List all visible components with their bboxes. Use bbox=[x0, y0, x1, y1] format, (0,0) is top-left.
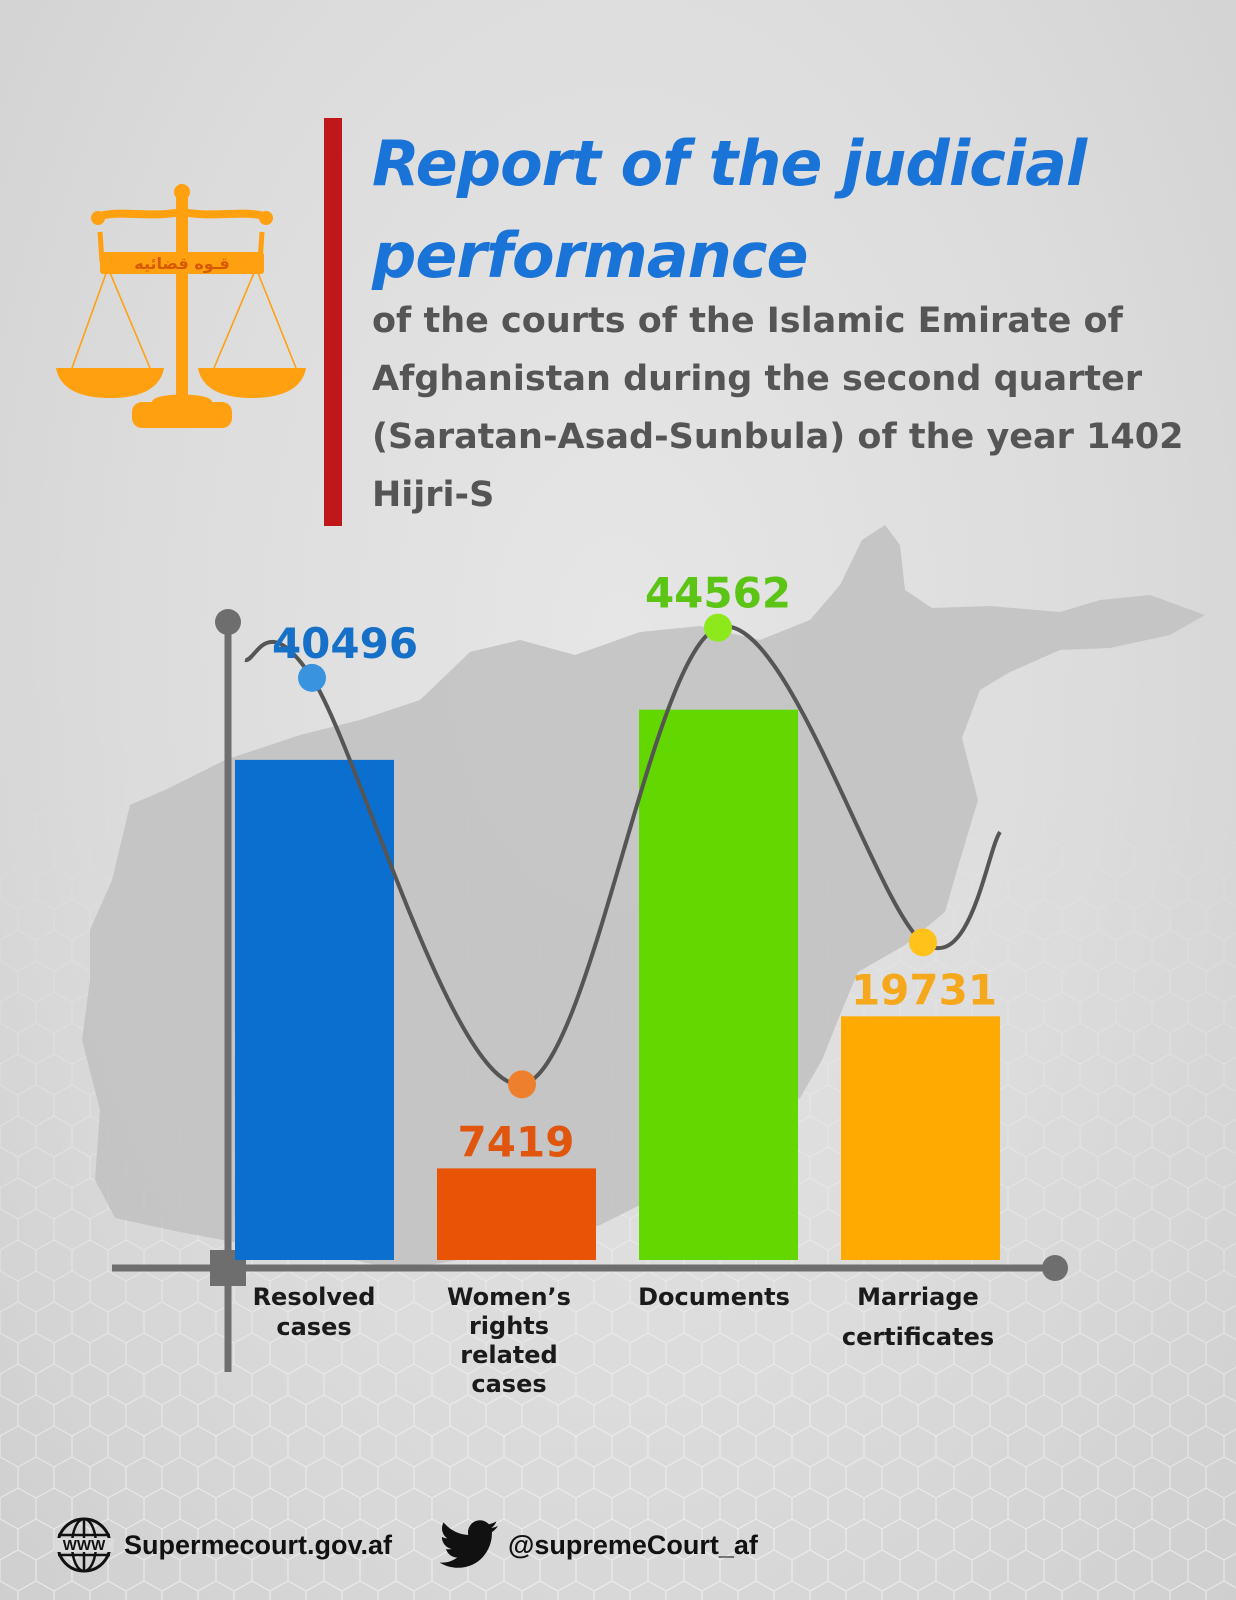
value-label-2: 7419 bbox=[458, 1117, 575, 1166]
value-label-4: 19731 bbox=[851, 965, 997, 1014]
globe-www-icon: WWW bbox=[54, 1517, 114, 1573]
bar-3 bbox=[639, 709, 798, 1260]
svg-text:WWW: WWW bbox=[63, 1537, 106, 1554]
category-label-2-line-3: related bbox=[460, 1341, 557, 1369]
bar-1 bbox=[235, 759, 394, 1260]
website-link[interactable]: Supermecourt.gov.af bbox=[124, 1529, 393, 1560]
category-label-2-line-2: rights bbox=[469, 1312, 549, 1340]
value-label-1: 40496 bbox=[272, 619, 418, 668]
title-divider-bar bbox=[324, 118, 342, 526]
chart-value-labels: 40496 7419 44562 19731 bbox=[272, 569, 997, 1167]
value-label-3: 44562 bbox=[645, 569, 791, 618]
category-label-2-line-4: cases bbox=[471, 1370, 546, 1398]
marker-1 bbox=[298, 663, 326, 692]
x-axis-cap bbox=[1042, 1255, 1068, 1281]
marker-3 bbox=[704, 613, 732, 642]
page-title: Report of the judicial performance bbox=[372, 127, 1087, 292]
page-subtitle: of the courts of the Islamic Emirate of … bbox=[372, 301, 1184, 515]
twitter-handle[interactable]: @supremeCourt_af bbox=[508, 1529, 758, 1560]
category-label-2-line-1: Women’s bbox=[447, 1283, 571, 1311]
marker-4 bbox=[909, 928, 937, 957]
category-label-4-line-1: Marriage bbox=[857, 1283, 979, 1311]
chart-category-labels: ResolvedcasesWomen’srightsrelatedcasesDo… bbox=[253, 1283, 995, 1398]
scales-of-justice-logo: قـوه قضائیه bbox=[56, 184, 306, 428]
logo-arabic-text: قـوه قضائیه bbox=[134, 254, 229, 273]
chart-bars bbox=[235, 709, 1000, 1260]
category-label-3-line-1: Documents bbox=[638, 1283, 790, 1311]
footer-twitter[interactable]: @supremeCourt_af bbox=[440, 1515, 758, 1575]
footer-website[interactable]: WWW Supermecourt.gov.af bbox=[52, 1515, 392, 1575]
category-label-1-line-2: cases bbox=[276, 1313, 351, 1341]
marker-2 bbox=[508, 1070, 536, 1099]
bar-2 bbox=[437, 1168, 596, 1260]
chart-markers bbox=[298, 613, 937, 1099]
twitter-bird-icon bbox=[440, 1520, 498, 1568]
category-label-4-line-2: certificates bbox=[842, 1323, 994, 1351]
y-axis-cap bbox=[215, 609, 241, 635]
category-label-1-line-1: Resolved bbox=[253, 1283, 376, 1311]
bar-4 bbox=[841, 1016, 1000, 1260]
